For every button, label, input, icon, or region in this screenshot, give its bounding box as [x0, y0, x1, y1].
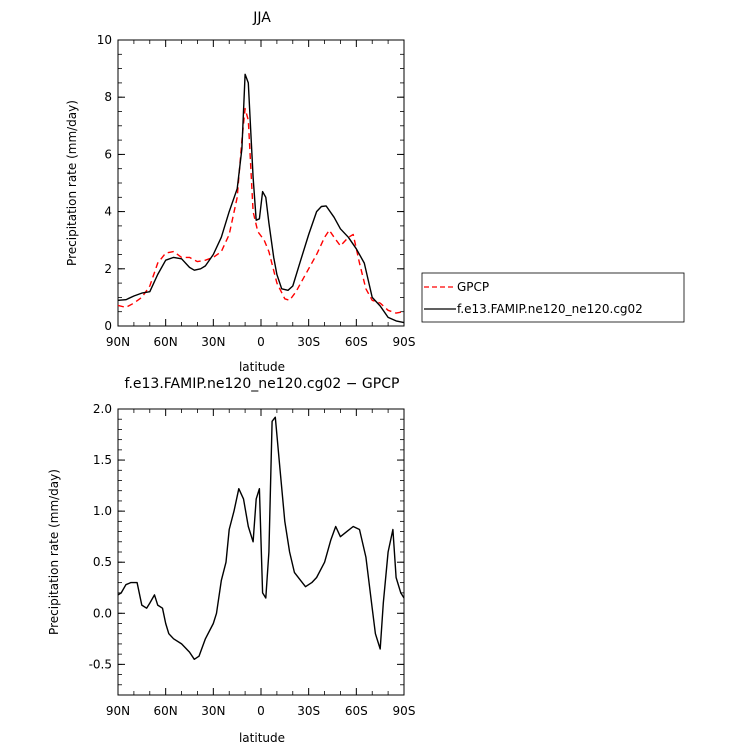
- bottom-chart-ticks: 90N 60N 30N 0 30S 60S 90S 2.0 1.5 1.0 0.5 0.0 -0.5: [89, 402, 416, 718]
- top-chart-series: [117, 73, 405, 324]
- series-line-gpcp: [117, 107, 405, 314]
- x-tick-label: 60S: [345, 704, 368, 718]
- y-tick-label: 2: [104, 262, 112, 276]
- y-tick-label: 2.0: [93, 402, 112, 416]
- x-tick-label: 90S: [393, 335, 416, 349]
- x-tick-label: 0: [257, 704, 265, 718]
- y-tick-label: -0.5: [89, 657, 112, 671]
- y-tick-label: 0: [104, 319, 112, 333]
- top-chart-ylabel: Precipitation rate (mm/day): [65, 100, 79, 266]
- x-tick-label: 90N: [106, 335, 130, 349]
- y-tick-label: 0.5: [93, 555, 112, 569]
- y-tick-label: 1.0: [93, 504, 112, 518]
- x-tick-label: 90N: [106, 704, 130, 718]
- legend-label-model: f.e13.FAMIP.ne120_ne120.cg02: [457, 302, 643, 316]
- top-chart-ticks: 90N 60N 30N 0 30S 60S 90S 0 2 4 6 8 10: [97, 33, 416, 349]
- x-tick-label: 90S: [393, 704, 416, 718]
- x-tick-label: 30S: [297, 335, 320, 349]
- top-chart-xlabel: latitude: [239, 360, 285, 374]
- y-tick-label: 1.5: [93, 453, 112, 467]
- bottom-chart-xlabel: latitude: [239, 731, 285, 745]
- top-chart-title: JJA: [252, 10, 271, 26]
- y-tick-label: 6: [104, 147, 112, 161]
- y-tick-label: 0.0: [93, 606, 112, 620]
- series-line-series-0: [117, 416, 405, 660]
- y-tick-label: 8: [104, 90, 112, 104]
- top-chart-legend: GPCP f.e13.FAMIP.ne120_ne120.cg02: [421, 272, 685, 323]
- x-tick-label: 0: [257, 335, 265, 349]
- y-tick-label: 4: [104, 205, 112, 219]
- legend-label-gpcp: GPCP: [457, 280, 489, 294]
- x-tick-label: 60N: [154, 704, 178, 718]
- bottom-chart-ylabel: Precipitation rate (mm/day): [47, 469, 61, 635]
- bottom-chart: f.e13.FAMIP.ne120_ne120.cg02 − GPCP 90N 6…: [47, 376, 415, 745]
- x-tick-label: 30N: [201, 335, 225, 349]
- x-tick-label: 30N: [201, 704, 225, 718]
- x-tick-label: 30S: [297, 704, 320, 718]
- legend-frame: [421, 272, 685, 323]
- y-tick-label: 10: [97, 33, 112, 47]
- series-line-f-e13-famip-ne120-ne120-cg02: [117, 73, 405, 324]
- top-chart-frame: [117, 39, 405, 327]
- x-tick-label: 60N: [154, 335, 178, 349]
- bottom-chart-title: f.e13.FAMIP.ne120_ne120.cg02 − GPCP: [125, 376, 400, 392]
- bottom-chart-series: [117, 416, 405, 660]
- x-tick-label: 60S: [345, 335, 368, 349]
